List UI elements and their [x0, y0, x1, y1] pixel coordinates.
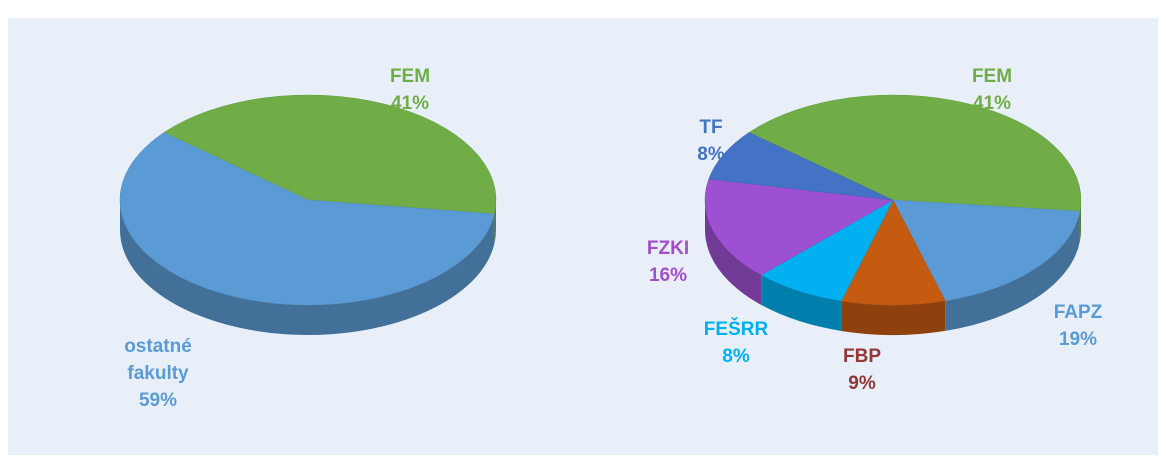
- slice-label: FEŠRR: [704, 318, 769, 340]
- slice-value-label: 16%: [649, 265, 687, 286]
- pie-slice: [704, 178, 894, 305]
- pie-slice: [840, 199, 946, 335]
- pie-top: [708, 132, 894, 201]
- slice-label: FZKI: [647, 238, 689, 259]
- pie-top: [119, 132, 495, 306]
- pie-slice: [760, 199, 894, 331]
- pie-slice: [708, 132, 894, 201]
- pie-side: [705, 200, 762, 305]
- slice-label: FBP: [843, 346, 881, 367]
- pie-side: [761, 274, 842, 331]
- slice-label: FEM: [972, 66, 1012, 87]
- slice-value-label: 8%: [722, 346, 750, 367]
- slice-label: ostatné fakulty: [124, 336, 192, 384]
- slice-label: FEM: [390, 66, 430, 87]
- pie-top: [892, 199, 1081, 302]
- slice-value-label: 59%: [139, 390, 177, 411]
- slice-label: TF: [699, 117, 722, 138]
- pie-side: [494, 200, 496, 244]
- pie-top: [163, 94, 497, 215]
- pie-slice: [163, 94, 497, 244]
- pie-top: [840, 199, 946, 306]
- slice-value-label: 41%: [973, 93, 1011, 114]
- pie-slice: [892, 199, 1081, 331]
- pie-side: [120, 200, 495, 335]
- pie-slice: [119, 132, 495, 335]
- pie-top: [704, 178, 894, 276]
- slice-value-label: 9%: [848, 373, 876, 394]
- slice-value-label: 8%: [697, 144, 725, 165]
- pie-top: [748, 94, 1082, 212]
- slice-value-label: 19%: [1059, 329, 1097, 350]
- pie-side: [945, 211, 1080, 331]
- slice-value-label: 41%: [391, 93, 429, 114]
- pie-top: [760, 199, 894, 302]
- pie-slice: [748, 94, 1082, 242]
- slice-label: FAPZ: [1054, 302, 1103, 323]
- pie-side: [841, 300, 946, 335]
